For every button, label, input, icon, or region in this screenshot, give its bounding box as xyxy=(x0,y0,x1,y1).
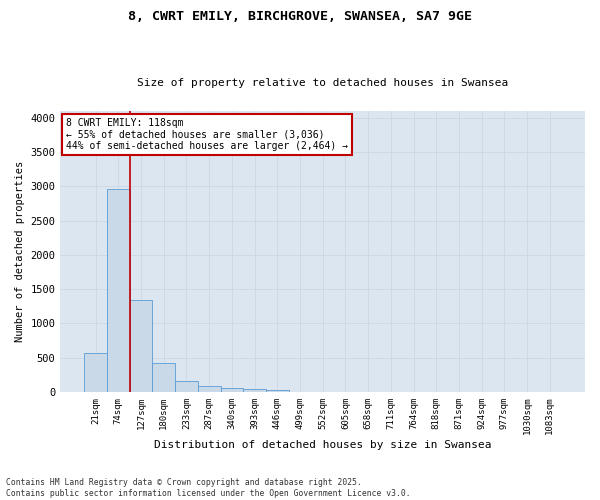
X-axis label: Distribution of detached houses by size in Swansea: Distribution of detached houses by size … xyxy=(154,440,491,450)
Bar xyxy=(243,389,266,392)
Bar xyxy=(130,300,152,392)
Bar xyxy=(221,388,243,392)
Text: 8, CWRT EMILY, BIRCHGROVE, SWANSEA, SA7 9GE: 8, CWRT EMILY, BIRCHGROVE, SWANSEA, SA7 … xyxy=(128,10,472,23)
Bar xyxy=(84,353,107,392)
Title: Size of property relative to detached houses in Swansea: Size of property relative to detached ho… xyxy=(137,78,508,88)
Bar xyxy=(107,189,130,392)
Bar xyxy=(175,381,198,392)
Y-axis label: Number of detached properties: Number of detached properties xyxy=(15,161,25,342)
Bar xyxy=(152,363,175,392)
Text: 8 CWRT EMILY: 118sqm
← 55% of detached houses are smaller (3,036)
44% of semi-de: 8 CWRT EMILY: 118sqm ← 55% of detached h… xyxy=(65,118,347,151)
Text: Contains HM Land Registry data © Crown copyright and database right 2025.
Contai: Contains HM Land Registry data © Crown c… xyxy=(6,478,410,498)
Bar xyxy=(198,386,221,392)
Bar xyxy=(266,390,289,392)
